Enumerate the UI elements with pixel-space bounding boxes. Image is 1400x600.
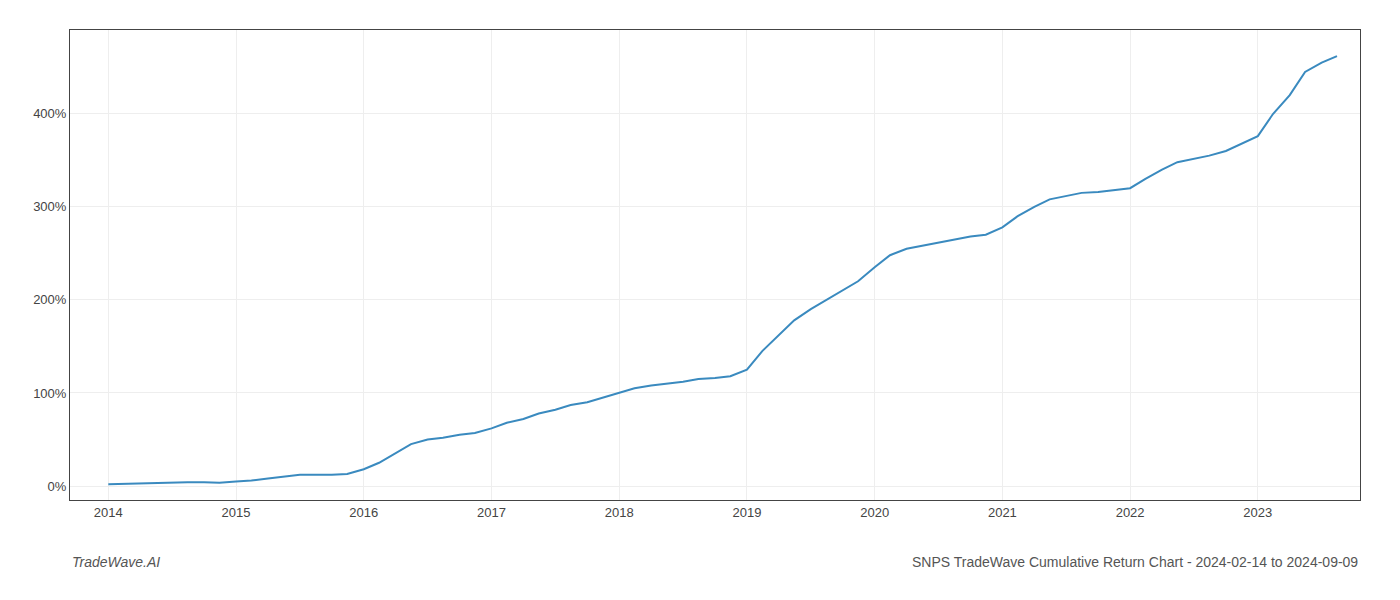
svg-text:2018: 2018 (605, 505, 634, 520)
svg-text:400%: 400% (33, 106, 67, 121)
svg-text:300%: 300% (33, 199, 67, 214)
svg-text:2015: 2015 (222, 505, 251, 520)
svg-text:2021: 2021 (988, 505, 1017, 520)
svg-text:2017: 2017 (477, 505, 506, 520)
svg-text:2014: 2014 (94, 505, 123, 520)
svg-text:200%: 200% (33, 292, 67, 307)
svg-text:SNPS TradeWave Cumulative Retu: SNPS TradeWave Cumulative Return Chart -… (912, 554, 1358, 570)
svg-text:0%: 0% (48, 479, 67, 494)
svg-text:2023: 2023 (1243, 505, 1272, 520)
svg-text:2016: 2016 (349, 505, 378, 520)
svg-text:2019: 2019 (732, 505, 761, 520)
svg-text:100%: 100% (33, 386, 67, 401)
svg-text:2022: 2022 (1116, 505, 1145, 520)
svg-text:TradeWave.AI: TradeWave.AI (72, 554, 160, 570)
svg-text:2020: 2020 (860, 505, 889, 520)
